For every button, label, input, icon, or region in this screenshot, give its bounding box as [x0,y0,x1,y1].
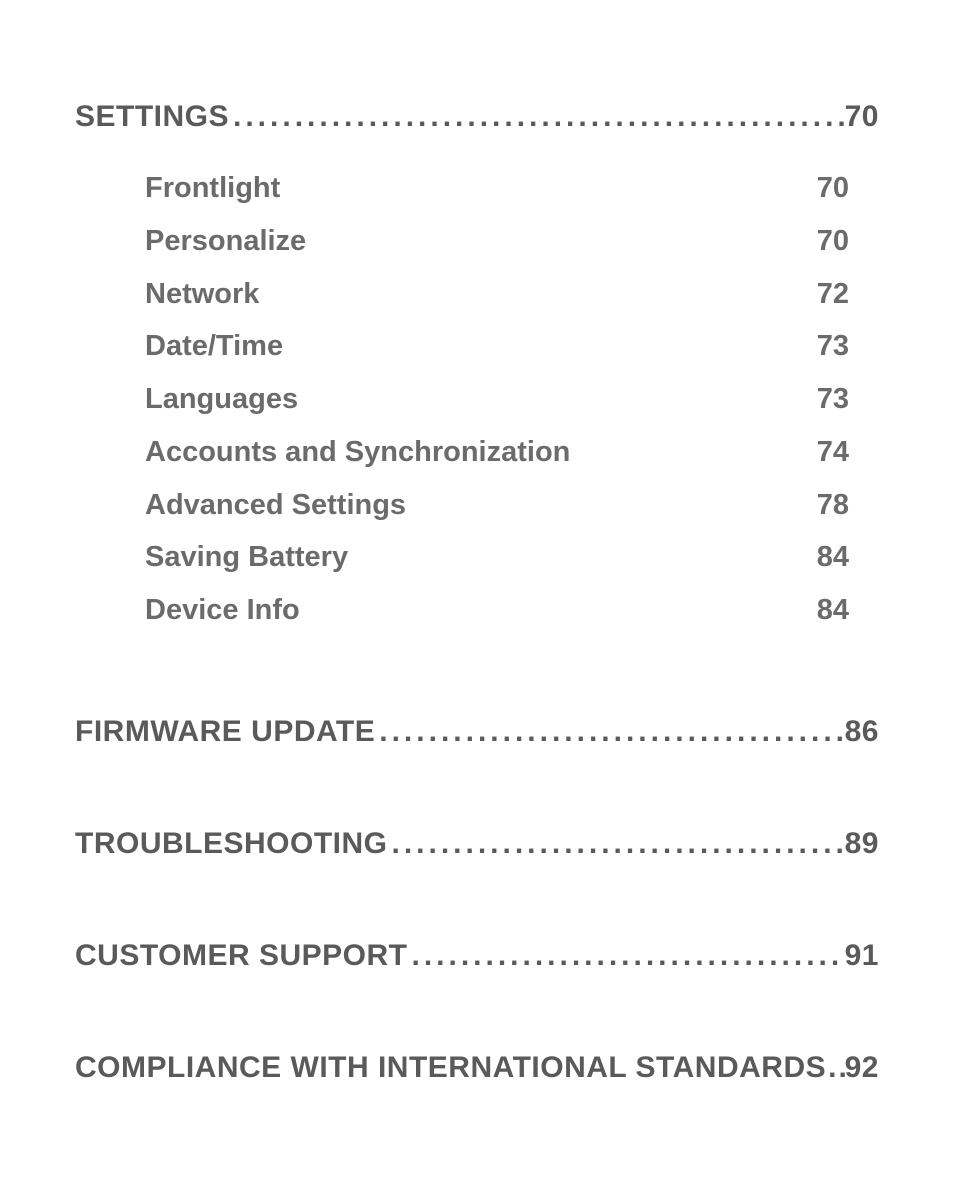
toc-sub-page: 84 [817,531,849,584]
toc-section-firmware: FIRMWARE UPDATE 86 [75,715,879,749]
toc-sub-label: Frontlight [145,162,280,215]
toc-sub-label: Advanced Settings [145,479,406,532]
toc-section-page: 89 [845,827,879,861]
toc-section-customer-support: CUSTOMER SUPPORT 91 [75,939,879,973]
toc-section-title: CUSTOMER SUPPORT [75,939,407,973]
toc-leader-dots [388,827,845,861]
toc-sub-page: 73 [817,373,849,426]
toc-sub-page: 84 [817,584,849,637]
toc-section-row[interactable]: FIRMWARE UPDATE 86 [75,715,879,749]
toc-section-page: 92 [845,1051,879,1085]
toc-section-compliance: COMPLIANCE WITH INTERNATIONAL STANDARDS … [75,1051,879,1085]
toc-sub-row[interactable]: Personalize 70 [145,215,849,268]
toc-sub-row[interactable]: Network 72 [145,268,849,321]
toc-sub-label: Network [145,268,259,321]
toc-sub-label: Accounts and Synchronization [145,426,570,479]
toc-sub-row[interactable]: Saving Battery 84 [145,531,849,584]
toc-section-settings: SETTINGS 70 Frontlight 70 Personalize 70… [75,100,879,637]
toc-section-row[interactable]: CUSTOMER SUPPORT 91 [75,939,879,973]
toc-section-page: 70 [845,100,879,134]
toc-sublist: Frontlight 70 Personalize 70 Network 72 … [75,162,879,637]
toc-section-page: 91 [845,939,879,973]
toc-sub-label: Personalize [145,215,306,268]
toc-sub-label: Languages [145,373,298,426]
toc-sub-page: 72 [817,268,849,321]
toc-section-row[interactable]: SETTINGS 70 [75,100,879,134]
toc-sub-row[interactable]: Accounts and Synchronization 74 [145,426,849,479]
toc-leader-dots [826,1051,844,1085]
toc-leader-dots [407,939,844,973]
toc-section-title: COMPLIANCE WITH INTERNATIONAL STANDARDS [75,1051,826,1085]
spacer [75,657,879,715]
toc-sub-page: 74 [817,426,849,479]
toc-leader-dots [375,715,844,749]
toc-sub-row[interactable]: Advanced Settings 78 [145,479,849,532]
toc-sub-row[interactable]: Languages 73 [145,373,849,426]
toc-sub-page: 78 [817,479,849,532]
toc-section-row[interactable]: TROUBLESHOOTING 89 [75,827,879,861]
toc-leader-dots [229,100,845,134]
toc-section-row[interactable]: COMPLIANCE WITH INTERNATIONAL STANDARDS … [75,1051,879,1085]
toc-sub-label: Device Info [145,584,300,637]
toc-sub-row[interactable]: Date/Time 73 [145,320,849,373]
toc-sub-row[interactable]: Device Info 84 [145,584,849,637]
toc-sub-row[interactable]: Frontlight 70 [145,162,849,215]
toc-section-title: SETTINGS [75,100,229,134]
toc-sub-page: 70 [817,215,849,268]
toc-sub-label: Saving Battery [145,531,348,584]
toc-sub-label: Date/Time [145,320,283,373]
toc-section-troubleshooting: TROUBLESHOOTING 89 [75,827,879,861]
toc-section-title: TROUBLESHOOTING [75,827,388,861]
toc-section-title: FIRMWARE UPDATE [75,715,375,749]
toc-page: SETTINGS 70 Frontlight 70 Personalize 70… [0,0,954,1085]
toc-section-page: 86 [845,715,879,749]
toc-sub-page: 70 [817,162,849,215]
toc-sub-page: 73 [817,320,849,373]
